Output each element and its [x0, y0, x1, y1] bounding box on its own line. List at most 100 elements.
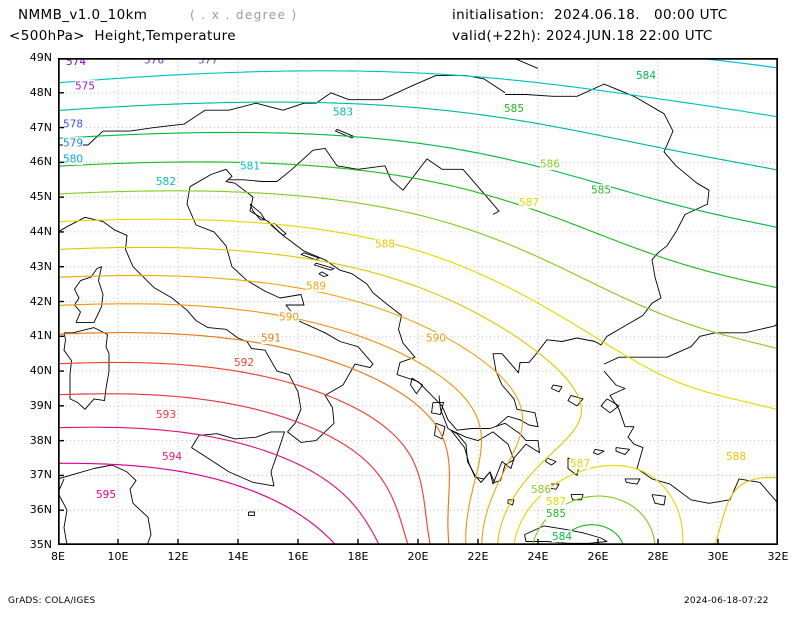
coastline [492, 83, 710, 428]
contour-label-587: 587 [519, 197, 539, 209]
contour-label-mask [570, 457, 590, 470]
contour-line-589 [58, 274, 524, 545]
contour-line-588 [58, 246, 582, 545]
model-name-label: NMMB_v1.0_10km [18, 7, 148, 23]
contour-label-mask [546, 507, 566, 520]
contour-label-mask [333, 105, 353, 118]
contour-line-587 [513, 464, 684, 545]
coastline [600, 398, 620, 414]
x-axis-label: 30E [707, 550, 729, 563]
x-axis-label: 22E [467, 550, 489, 563]
y-axis-label: 45N [29, 190, 52, 204]
x-axis-label: 32E [767, 550, 789, 563]
y-axis-label: 46N [29, 155, 52, 169]
contour-line-591 [58, 332, 450, 545]
y-axis-label: 44N [29, 224, 52, 238]
contour-line-595 [58, 462, 337, 545]
contour-label-579: 579 [63, 138, 83, 150]
contour-label-575: 575 [75, 80, 95, 92]
contour-label-578: 578 [63, 119, 83, 131]
contour-label-mask [156, 408, 176, 421]
contour-label-588: 588 [375, 239, 395, 251]
units-note-label: ( . x . degree ) [190, 8, 298, 22]
contour-label-587: 587 [570, 458, 590, 470]
contour-label-587: 587 [546, 496, 566, 508]
x-axis-label: 18E [347, 550, 369, 563]
contour-label-593: 593 [156, 409, 176, 421]
coastline [551, 384, 563, 393]
contour-line-583 [58, 101, 778, 171]
y-axis-label: 39N [29, 398, 52, 412]
coastline [314, 262, 335, 271]
x-axis-label: 28E [647, 550, 669, 563]
contour-label-585: 585 [591, 185, 611, 197]
y-axis-label: 48N [29, 85, 52, 99]
contour-label-mask [162, 450, 182, 463]
contour-label-mask [144, 58, 164, 66]
coastline [431, 401, 444, 416]
contour-label-mask [234, 356, 254, 369]
contour-label-mask [279, 311, 299, 324]
contour-line-594 [58, 426, 380, 545]
contour-label-mask [540, 158, 560, 171]
contour-group [58, 58, 778, 545]
coastline [229, 147, 500, 215]
y-axis-label: 42N [29, 294, 52, 308]
y-axis-label: 38N [29, 433, 52, 447]
coastline [335, 128, 354, 139]
contour-label-mask [306, 279, 326, 292]
contour-label-588: 588 [726, 451, 746, 463]
contour-label-584: 584 [636, 70, 656, 82]
x-axis-label: 10E [107, 550, 129, 563]
grads-credit-label: GrADS: COLA/IGES [8, 596, 96, 606]
contour-label-mask [426, 332, 446, 345]
contour-label-586: 586 [531, 484, 551, 496]
coastline [615, 447, 630, 456]
x-axis-label: 26E [587, 550, 609, 563]
x-axis-label: 14E [227, 550, 249, 563]
contour-label-582: 582 [156, 176, 176, 188]
contour-label-mask [531, 483, 551, 496]
contour-label-585: 585 [504, 103, 524, 115]
contour-label-mask [636, 69, 656, 82]
y-axis-label: 40N [29, 364, 52, 378]
coastline [624, 478, 641, 485]
y-axis-label: 43N [29, 259, 52, 273]
contour-line-584 [58, 131, 778, 229]
contour-label-mask [66, 58, 86, 68]
coastline [248, 511, 255, 516]
coastline [191, 431, 285, 487]
level-field-label: <500hPa> Height,Temperature [9, 28, 236, 44]
contour-label-mask [261, 332, 281, 345]
contour-line-582 [58, 70, 778, 118]
coastline [410, 377, 423, 395]
y-axis-label: 35N [29, 538, 52, 551]
contour-label-577: 577 [198, 58, 218, 66]
render-timestamp-label: 2024-06-18-07:22 [684, 596, 769, 606]
contour-label-mask [96, 488, 116, 501]
coastline [58, 464, 152, 545]
coastline [63, 327, 110, 410]
coastline [545, 457, 557, 466]
x-axis-label: 24E [527, 550, 549, 563]
contour-label-574: 574 [66, 58, 86, 68]
coastline [58, 168, 540, 485]
y-axis-label: 49N [29, 51, 52, 64]
coastline [603, 370, 778, 504]
coastline [603, 321, 778, 365]
y-axis-label: 41N [29, 329, 52, 343]
contour-label-mask [63, 152, 83, 165]
contour-label-583: 583 [333, 106, 353, 118]
contour-label-mask [552, 530, 572, 543]
contour-label-580: 580 [63, 153, 83, 165]
contour-label-590: 590 [426, 333, 446, 345]
y-axis-label: 36N [29, 503, 52, 517]
contour-label-mask [63, 118, 83, 131]
contour-line-592 [58, 361, 431, 545]
valid-time-label: valid(+22h): 2024.JUN.18 22:00 UTC [452, 28, 713, 44]
x-axis-label: 20E [407, 550, 429, 563]
contour-line-588 [714, 476, 778, 545]
contour-label-586: 586 [540, 159, 560, 171]
